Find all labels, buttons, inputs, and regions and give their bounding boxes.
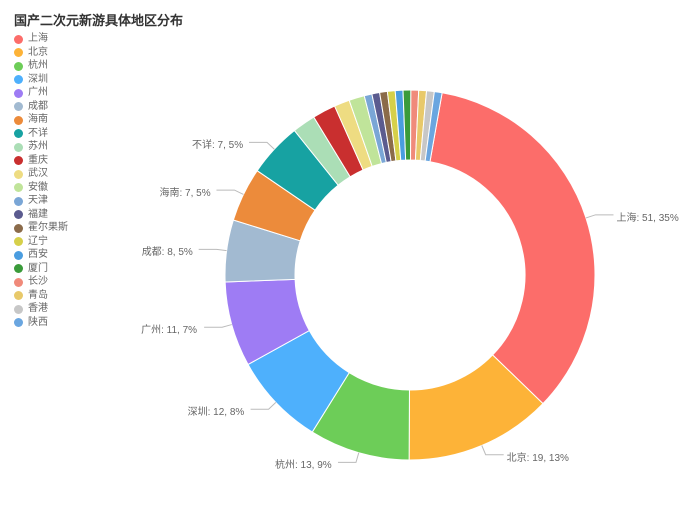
legend-item[interactable]: 成都 xyxy=(14,102,68,112)
legend-item[interactable]: 武汉 xyxy=(14,169,68,179)
legend-label: 武汉 xyxy=(28,169,48,179)
legend-item[interactable]: 霍尔果斯 xyxy=(14,223,68,233)
legend-swatch xyxy=(14,237,23,246)
legend-item[interactable]: 苏州 xyxy=(14,142,68,152)
slice-label: 不详: 7, 5% xyxy=(192,136,243,151)
legend-label: 广州 xyxy=(28,88,48,98)
legend-item[interactable]: 重庆 xyxy=(14,156,68,166)
slice-label: 成都: 8, 5% xyxy=(142,243,193,258)
legend-item[interactable]: 香港 xyxy=(14,304,68,314)
legend-item[interactable]: 安徽 xyxy=(14,183,68,193)
pie-slice[interactable] xyxy=(430,93,595,404)
legend-label: 苏州 xyxy=(28,142,48,152)
legend-label: 北京 xyxy=(28,48,48,58)
legend-swatch xyxy=(14,291,23,300)
legend-label: 深圳 xyxy=(28,75,48,85)
legend-label: 上海 xyxy=(28,34,48,44)
legend-item[interactable]: 辽宁 xyxy=(14,237,68,247)
donut-chart: 上海: 51, 35% 北京: 19, 13% 杭州: 13, 9% 深圳: 12, … xyxy=(130,25,690,525)
legend-swatch xyxy=(14,75,23,84)
legend-item[interactable]: 天津 xyxy=(14,196,68,206)
legend-swatch xyxy=(14,89,23,98)
legend-label: 重庆 xyxy=(28,156,48,166)
slice-label: 杭州: 13, 9% xyxy=(275,456,332,471)
legend-swatch xyxy=(14,102,23,111)
legend-swatch xyxy=(14,48,23,57)
legend-item[interactable]: 长沙 xyxy=(14,277,68,287)
legend-label: 海南 xyxy=(28,115,48,125)
legend-swatch xyxy=(14,210,23,219)
legend-swatch xyxy=(14,197,23,206)
legend-swatch xyxy=(14,35,23,44)
legend-item[interactable]: 上海 xyxy=(14,34,68,44)
legend-swatch xyxy=(14,62,23,71)
legend-label: 福建 xyxy=(28,210,48,220)
legend-item[interactable]: 福建 xyxy=(14,210,68,220)
legend-item[interactable]: 杭州 xyxy=(14,61,68,71)
legend-label: 霍尔果斯 xyxy=(28,223,68,233)
slice-label: 深圳: 12, 8% xyxy=(188,403,245,418)
legend-label: 辽宁 xyxy=(28,237,48,247)
legend-label: 厦门 xyxy=(28,264,48,274)
slice-label: 上海: 51, 35% xyxy=(616,209,678,224)
legend-item[interactable]: 陕西 xyxy=(14,318,68,328)
legend-item[interactable]: 北京 xyxy=(14,48,68,58)
legend-swatch xyxy=(14,278,23,287)
legend-swatch xyxy=(14,116,23,125)
legend-swatch xyxy=(14,170,23,179)
legend-label: 安徽 xyxy=(28,183,48,193)
legend-label: 不详 xyxy=(28,129,48,139)
legend-label: 长沙 xyxy=(28,277,48,287)
legend-swatch xyxy=(14,264,23,273)
legend-swatch xyxy=(14,224,23,233)
slice-label: 北京: 19, 13% xyxy=(507,449,569,464)
legend-label: 杭州 xyxy=(28,61,48,71)
legend-item[interactable]: 深圳 xyxy=(14,75,68,85)
legend-item[interactable]: 不详 xyxy=(14,129,68,139)
legend-swatch xyxy=(14,143,23,152)
slice-label: 海南: 7, 5% xyxy=(159,184,210,199)
legend-label: 成都 xyxy=(28,102,48,112)
legend-item[interactable]: 青岛 xyxy=(14,291,68,301)
legend-label: 青岛 xyxy=(28,291,48,301)
legend: 上海北京杭州深圳广州成都海南不详苏州重庆武汉安徽天津福建霍尔果斯辽宁西安厦门长沙… xyxy=(14,34,68,328)
legend-item[interactable]: 广州 xyxy=(14,88,68,98)
legend-item[interactable]: 西安 xyxy=(14,250,68,260)
legend-label: 香港 xyxy=(28,304,48,314)
legend-swatch xyxy=(14,183,23,192)
legend-swatch xyxy=(14,156,23,165)
legend-swatch xyxy=(14,318,23,327)
legend-swatch xyxy=(14,305,23,314)
legend-swatch xyxy=(14,129,23,138)
slice-label: 广州: 11, 7% xyxy=(141,321,197,336)
legend-item[interactable]: 海南 xyxy=(14,115,68,125)
legend-item[interactable]: 厦门 xyxy=(14,264,68,274)
legend-label: 陕西 xyxy=(28,318,48,328)
legend-label: 西安 xyxy=(28,250,48,260)
legend-swatch xyxy=(14,251,23,260)
legend-label: 天津 xyxy=(28,196,48,206)
